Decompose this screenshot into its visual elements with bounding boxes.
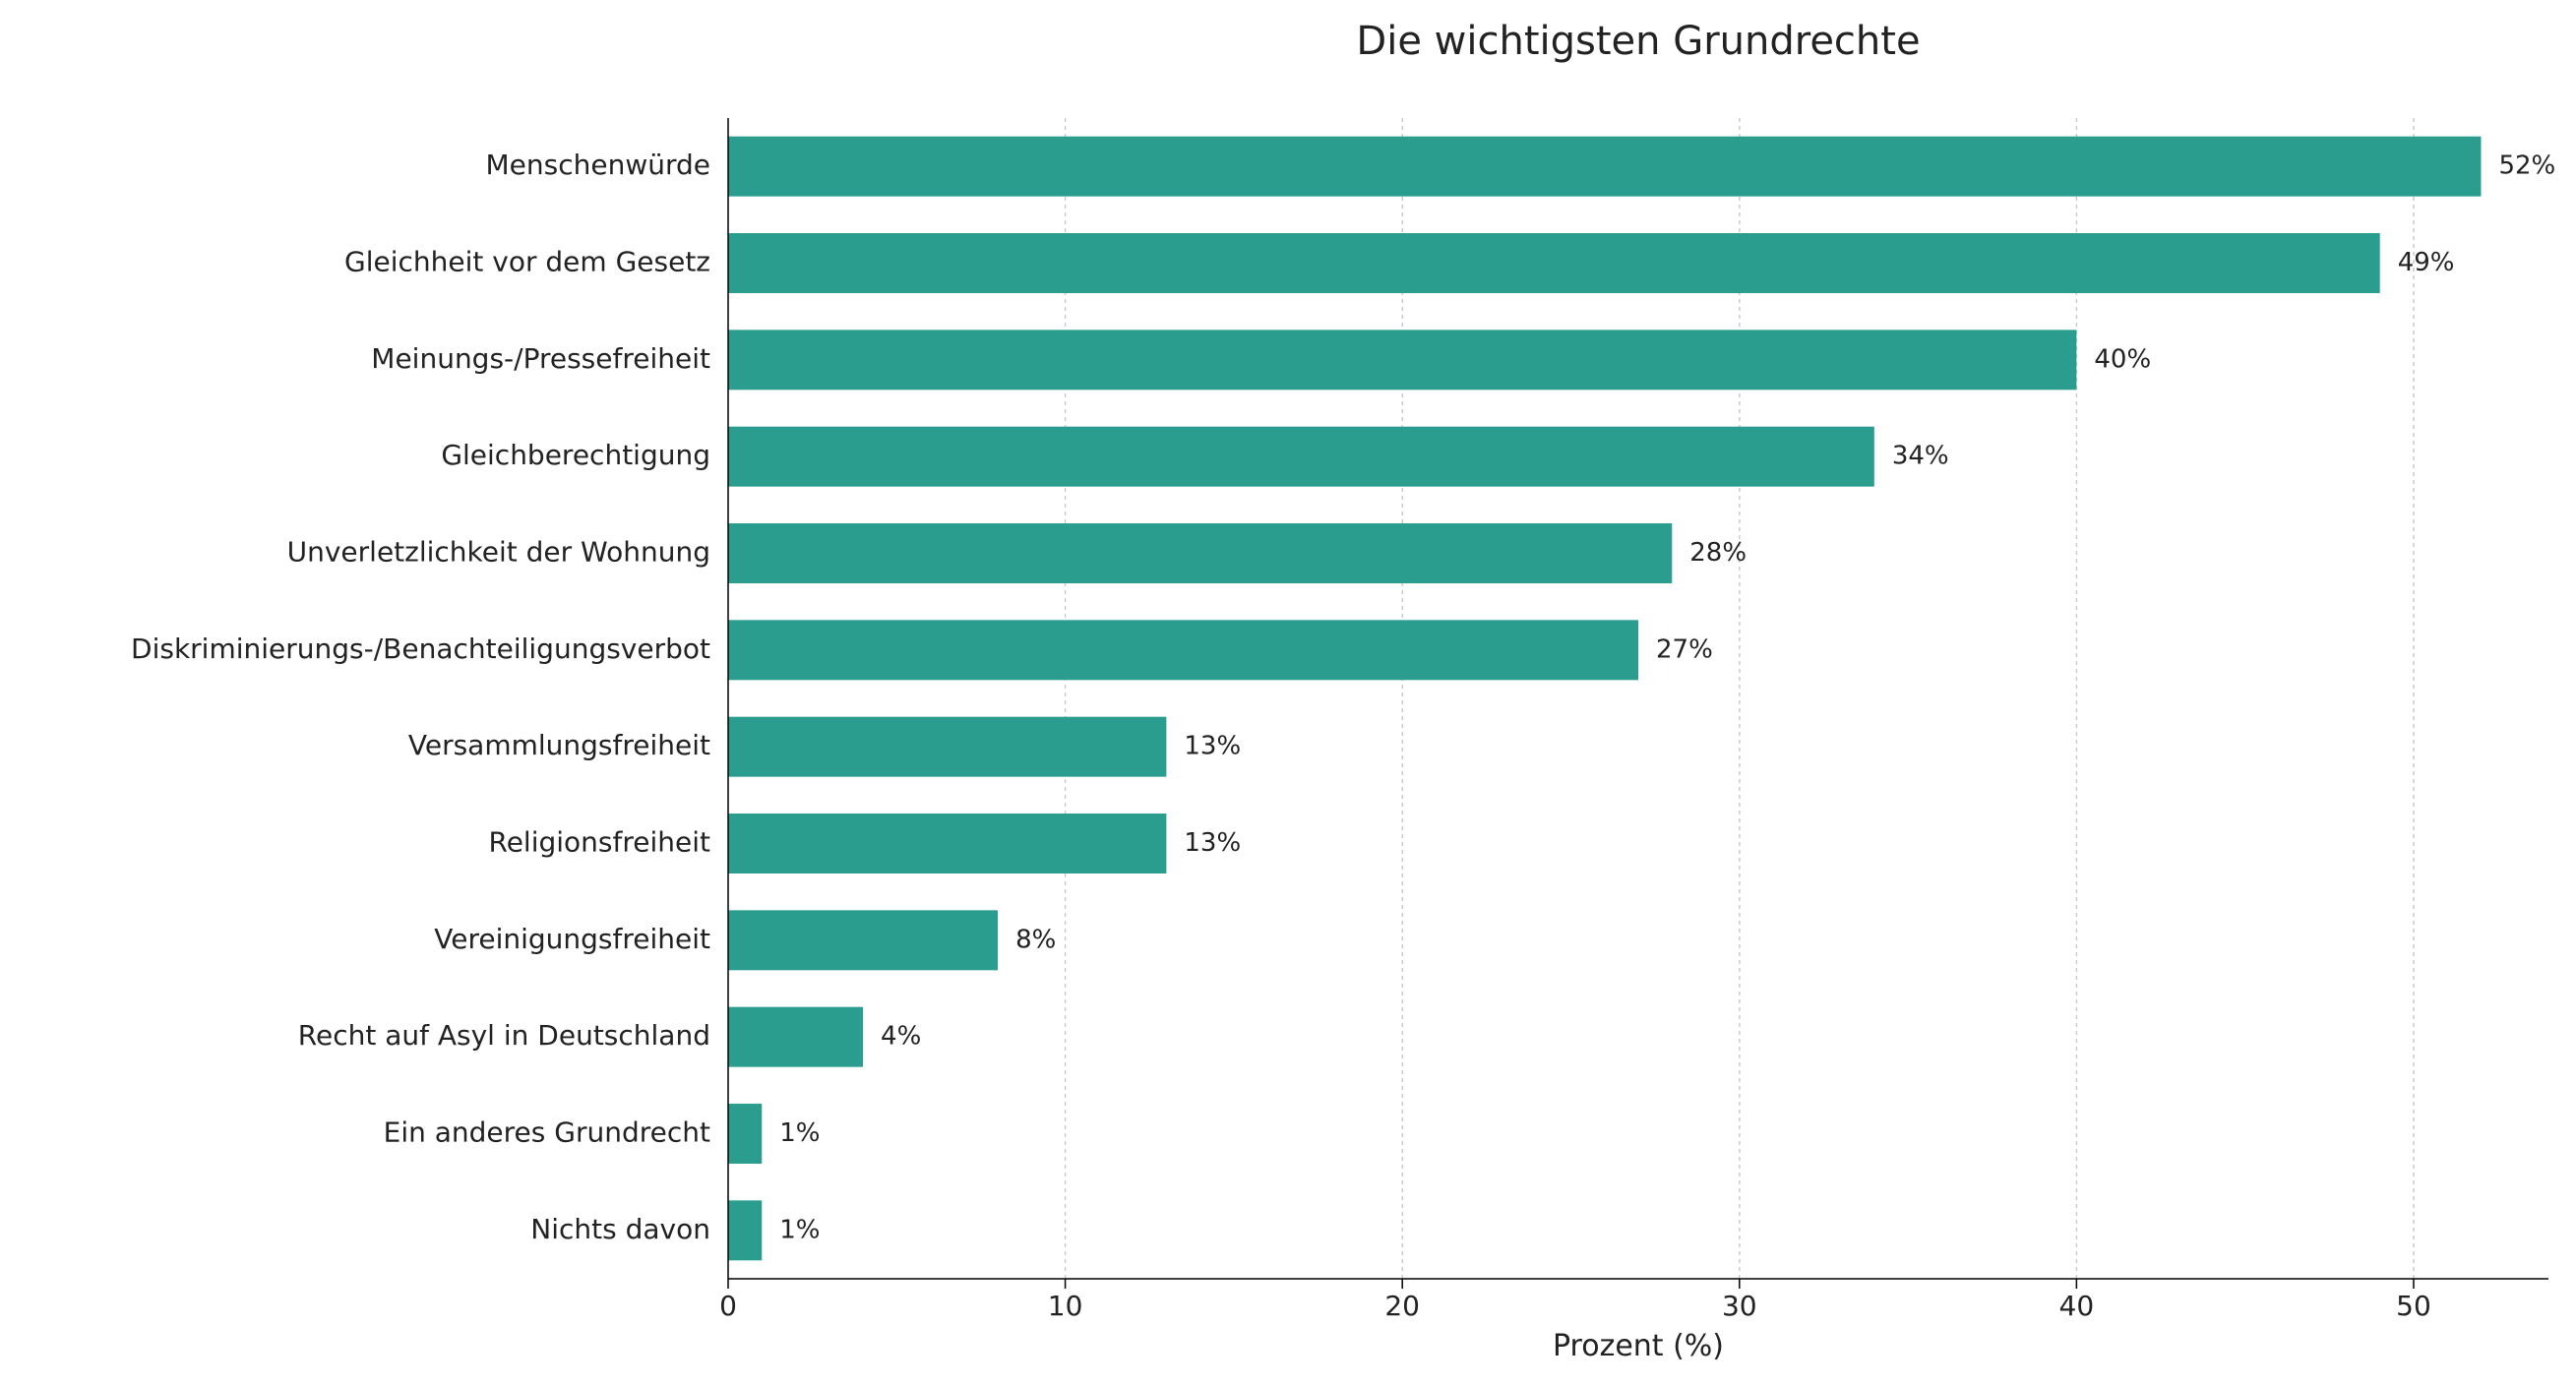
y-tick-label: Meinungs-/Pressefreiheit — [371, 342, 710, 375]
x-tick-label: 50 — [2396, 1290, 2431, 1322]
bar — [728, 717, 1166, 777]
bar-value-label: 1% — [779, 1118, 820, 1148]
bar — [728, 814, 1166, 874]
x-tick-label: 20 — [1384, 1290, 1420, 1322]
y-tick-label: Ein anderes Grundrecht — [384, 1116, 710, 1149]
chart-background — [0, 0, 2576, 1386]
bar-value-label: 49% — [2398, 248, 2455, 277]
y-tick-label: Menschenwürde — [486, 149, 711, 181]
bar — [728, 427, 1874, 487]
bar-value-label: 1% — [779, 1215, 820, 1244]
bar-chart: Die wichtigsten Grundrechte Menschenwürde… — [0, 0, 2576, 1386]
bar — [728, 1007, 863, 1067]
bar-value-label: 13% — [1184, 828, 1241, 858]
bar — [728, 620, 1638, 680]
x-tick-label: 10 — [1048, 1290, 1083, 1322]
bar-value-label: 4% — [881, 1022, 921, 1052]
x-tick-label: 30 — [1722, 1290, 1757, 1322]
bar-value-label: 28% — [1689, 538, 1747, 568]
y-tick-label: Gleichberechtigung — [441, 439, 710, 471]
y-tick-label: Nichts davon — [530, 1213, 710, 1245]
bar — [728, 233, 2380, 293]
x-tick-label: 0 — [719, 1290, 737, 1322]
y-tick-label: Vereinigungsfreiheit — [434, 923, 710, 955]
y-tick-label: Diskriminierungs-/Benachteiligungsverbot — [131, 633, 710, 665]
bar-value-label: 40% — [2094, 344, 2151, 374]
y-tick-label: Gleichheit vor dem Gesetz — [344, 246, 710, 278]
y-tick-label: Recht auf Asyl in Deutschland — [298, 1019, 710, 1052]
chart-title: Die wichtigsten Grundrechte — [1356, 19, 1920, 64]
bar — [728, 330, 2076, 390]
bar — [728, 523, 1672, 583]
bar-value-label: 27% — [1656, 634, 1713, 664]
bar-value-label: 13% — [1184, 732, 1241, 761]
bar-value-label: 52% — [2498, 151, 2555, 181]
bar — [728, 1200, 762, 1260]
x-tick-label: 40 — [2059, 1290, 2095, 1322]
bar-value-label: 34% — [1892, 442, 1949, 471]
bar-value-label: 8% — [1015, 925, 1056, 954]
chart-container: Die wichtigsten Grundrechte Menschenwürde… — [0, 0, 2576, 1386]
y-tick-label: Unverletzlichkeit der Wohnung — [287, 536, 710, 569]
y-tick-label: Religionsfreiheit — [489, 826, 711, 859]
bar — [728, 137, 2481, 197]
bar — [728, 910, 998, 970]
bar — [728, 1104, 762, 1164]
x-axis-label: Prozent (%) — [1553, 1329, 1724, 1363]
y-tick-label: Versammlungsfreiheit — [408, 729, 710, 761]
